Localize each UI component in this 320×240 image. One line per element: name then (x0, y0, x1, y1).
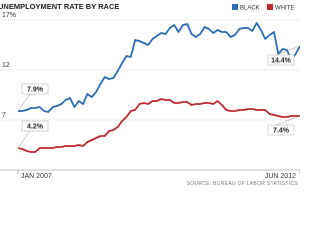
callout-leader (275, 45, 300, 56)
callout-box (21, 83, 49, 95)
legend-swatch (267, 4, 273, 10)
series-line (17, 98, 300, 153)
chart-title: UNEMPLOYMENT RATE BY RACE (0, 2, 119, 11)
x-tick-label: JUN 2012 (265, 173, 296, 180)
callout-leader (275, 115, 300, 126)
callout-leader (17, 130, 31, 149)
value-label: 14.4% (271, 58, 292, 65)
y-tick-label: 7 (2, 112, 6, 119)
chart: UNEMPLOYMENT RATE BY RACE SOURCE: BUREAU… (0, 2, 300, 187)
callout-leader (17, 93, 31, 112)
callout-box (267, 124, 295, 136)
callout-box (21, 120, 49, 132)
source: SOURCE: BUREAU OF LABOR STATISTICS (187, 181, 299, 187)
legend-swatch (232, 4, 238, 10)
y-tick-label: 12 (2, 62, 10, 69)
legend-label: BLACK (240, 6, 260, 12)
value-label: 4.2% (27, 124, 44, 131)
y-tick-label: 17% (2, 12, 16, 19)
x-tick-label: JAN 2007 (21, 173, 52, 180)
value-label: 7.4% (273, 128, 290, 135)
legend-label: WHITE (275, 6, 294, 12)
series-line (18, 22, 300, 113)
value-label: 7.9% (27, 87, 44, 94)
callout-box (267, 54, 295, 66)
